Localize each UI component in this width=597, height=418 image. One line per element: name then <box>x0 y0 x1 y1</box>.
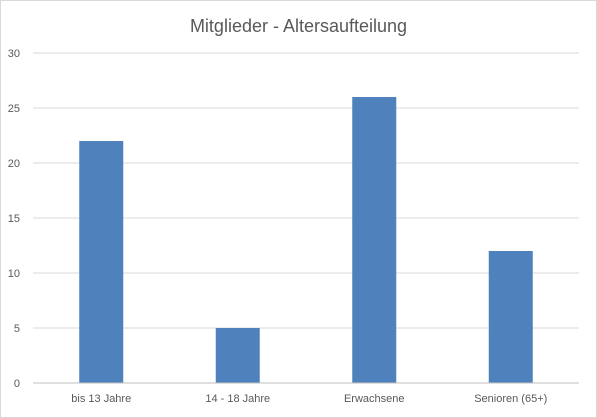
bar-bis-13-jahre <box>79 141 124 383</box>
axes: 0 5 10 15 20 25 30 bis 13 Jahre 14 - 18 Jahre Erw… <box>8 48 579 405</box>
bar-14-18-jahre <box>215 328 260 383</box>
x-tick-label: Senioren (65+) <box>474 393 547 405</box>
x-tick-label: Erwachsene <box>344 393 405 405</box>
y-tick-label-10: 10 <box>8 268 20 280</box>
x-tick-label: 14 - 18 Jahre <box>205 393 270 405</box>
y-tick-label-5: 5 <box>14 323 20 335</box>
y-tick-label-0: 0 <box>14 378 20 390</box>
bars <box>79 97 533 383</box>
chart-title: Mitglieder - Altersaufteilung <box>189 16 408 36</box>
gridlines <box>33 52 579 329</box>
y-tick-label-15: 15 <box>8 213 20 225</box>
y-tick-label-20: 20 <box>8 158 20 170</box>
y-tick-label-25: 25 <box>8 103 20 115</box>
x-tick-label: bis 13 Jahre <box>71 393 131 405</box>
bar-senioren-65- <box>488 251 533 383</box>
bar-erwachsene <box>352 97 397 383</box>
y-tick-label-30: 30 <box>8 48 20 60</box>
